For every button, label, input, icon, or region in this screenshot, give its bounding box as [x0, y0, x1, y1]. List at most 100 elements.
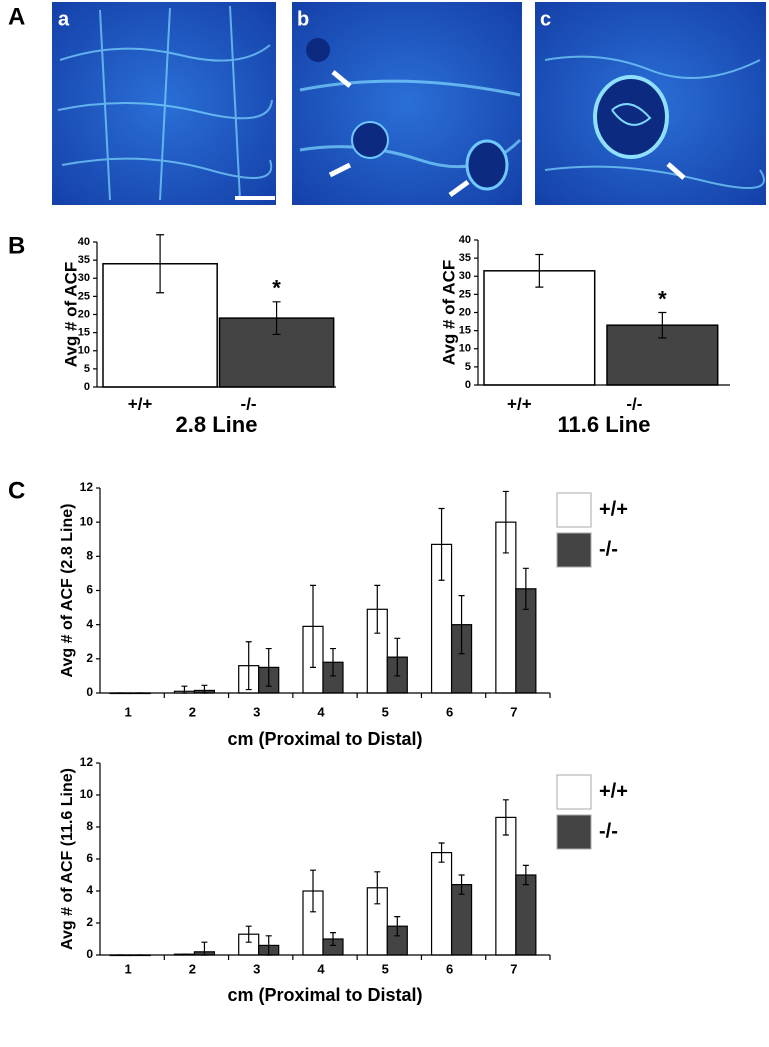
y-tick-label: 25	[459, 288, 471, 300]
micrograph	[292, 2, 522, 205]
error-bar	[374, 584, 381, 634]
error-bar	[438, 842, 445, 863]
x-tick-label: 4	[317, 704, 325, 719]
x-tick-label: 6	[446, 961, 453, 976]
error-bar	[502, 490, 509, 554]
y-tick-label: 30	[78, 272, 90, 284]
panel-label: A	[8, 3, 25, 30]
error-bar	[658, 311, 667, 339]
legend-swatch	[556, 774, 592, 810]
x-axis-label: 11.6 Line	[558, 412, 651, 437]
micrograph	[535, 2, 766, 205]
error-bar	[438, 507, 445, 581]
x-axis-label: cm (Proximal to Distal)	[227, 729, 422, 749]
panel-label: C	[8, 477, 25, 504]
x-tick-label: 7	[510, 704, 517, 719]
y-tick-label: 20	[459, 306, 471, 318]
x-axis-label: 2.8 Line	[176, 412, 258, 437]
legend-label: +/+	[599, 498, 628, 520]
y-tick-label: 0	[86, 685, 93, 699]
bar	[495, 816, 517, 956]
bar	[450, 883, 473, 956]
legend-label: -/-	[599, 538, 618, 560]
image-label: c	[540, 8, 551, 30]
y-tick-label: 40	[78, 236, 90, 248]
y-tick-label: 12	[80, 755, 94, 769]
bar	[515, 874, 537, 956]
x-tick-label: 2	[189, 704, 196, 719]
y-tick-label: 20	[78, 308, 90, 320]
x-tick-label: 7	[510, 961, 517, 976]
x-tick-label: 3	[253, 961, 260, 976]
x-tick-label: -/-	[626, 394, 642, 413]
y-tick-label: 4	[86, 883, 93, 897]
annotation: *	[272, 276, 281, 301]
x-tick-label: 6	[446, 704, 453, 719]
error-bar	[310, 584, 316, 668]
x-tick-label: 5	[382, 704, 389, 719]
x-tick-label: 3	[253, 704, 260, 719]
error-bar	[522, 567, 529, 610]
image-label: b	[297, 8, 309, 30]
y-tick-label: 10	[78, 345, 90, 357]
error-bar	[310, 869, 316, 913]
y-axis-label: Avg # of ACF	[439, 260, 458, 365]
y-tick-label: 6	[86, 583, 93, 597]
x-axis-label: cm (Proximal to Distal)	[227, 985, 422, 1005]
annotation: *	[658, 286, 667, 311]
y-tick-label: 2	[86, 915, 93, 929]
bar	[483, 270, 596, 386]
y-tick-label: 25	[78, 290, 90, 302]
x-tick-label: 2	[189, 961, 196, 976]
error-bar	[522, 864, 529, 886]
error-bar	[245, 925, 252, 943]
y-tick-label: 5	[84, 363, 90, 375]
y-tick-label: 0	[86, 947, 93, 961]
y-tick-label: 2	[86, 651, 93, 665]
x-tick-label: 5	[382, 961, 389, 976]
y-tick-label: 5	[465, 361, 471, 373]
y-axis-label: Avg # of ACF	[61, 262, 80, 367]
x-tick-label: -/-	[241, 394, 257, 413]
error-bar	[374, 871, 381, 905]
y-tick-label: 10	[80, 514, 94, 528]
error-bar	[272, 301, 281, 336]
legend-label: +/+	[599, 780, 628, 802]
x-tick-label: 1	[125, 961, 132, 976]
error-bar	[458, 595, 465, 655]
y-tick-label: 4	[86, 617, 93, 631]
legend-swatch	[556, 814, 592, 850]
error-bar	[394, 637, 401, 677]
legend-label: -/-	[599, 820, 618, 842]
y-tick-label: 40	[459, 234, 471, 246]
y-tick-label: 35	[78, 254, 90, 266]
y-tick-label: 8	[86, 549, 93, 563]
error-bar	[502, 799, 509, 836]
y-tick-label: 8	[86, 819, 93, 833]
x-tick-label: +/+	[507, 394, 532, 413]
error-bar	[330, 932, 336, 946]
y-tick-label: 0	[465, 379, 471, 391]
legend-swatch	[556, 492, 592, 528]
y-tick-label: 0	[84, 381, 90, 393]
y-tick-label: 15	[78, 327, 90, 339]
panel-label: B	[8, 232, 25, 259]
legend-swatch	[556, 532, 592, 568]
error-bar	[458, 874, 465, 895]
y-tick-label: 30	[459, 270, 471, 282]
y-tick-label: 12	[80, 480, 94, 494]
micrograph	[52, 2, 276, 205]
y-tick-label: 10	[80, 787, 94, 801]
image-label: a	[58, 8, 70, 30]
error-bar	[330, 647, 336, 677]
y-axis-label: Avg # of ACF (2.8 Line)	[59, 504, 76, 678]
error-bar	[156, 234, 165, 294]
error-bar	[535, 253, 544, 288]
x-tick-label: 1	[125, 704, 132, 719]
error-bar	[394, 916, 401, 937]
bar	[430, 851, 453, 956]
error-bar	[265, 647, 272, 687]
y-tick-label: 35	[459, 252, 471, 264]
y-tick-label: 10	[459, 343, 471, 355]
